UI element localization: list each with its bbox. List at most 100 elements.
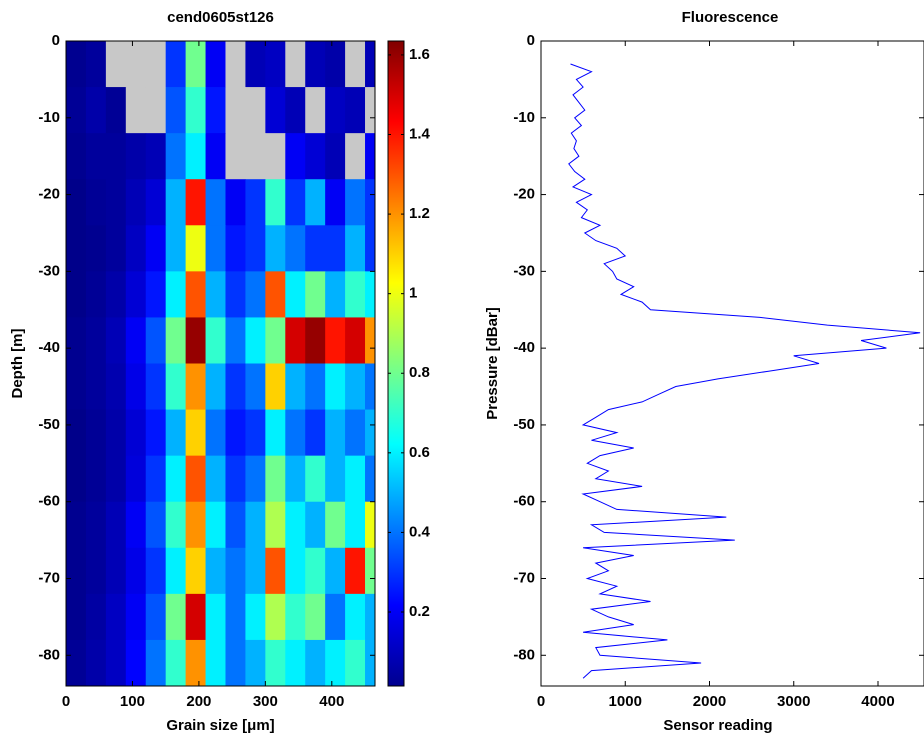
heat-cell xyxy=(185,409,207,457)
x-tick-label: 0 xyxy=(62,693,70,710)
heat-cell xyxy=(305,593,326,641)
heat-cell xyxy=(145,133,167,180)
heat-cell xyxy=(66,547,87,595)
heat-cell xyxy=(105,501,127,549)
heat-cell xyxy=(365,593,375,641)
heat-cell xyxy=(265,271,286,318)
heat-cell xyxy=(365,547,375,595)
heat-cell xyxy=(245,501,266,549)
heat-cell xyxy=(245,271,266,318)
heat-cell xyxy=(305,225,326,272)
heat-cell xyxy=(265,317,286,364)
heat-cell xyxy=(66,41,87,88)
y-tick-label: -70 xyxy=(38,569,60,586)
heat-cell xyxy=(85,363,107,411)
heat-cell xyxy=(305,501,326,549)
heat-cell xyxy=(305,455,326,503)
heat-cell xyxy=(365,133,375,180)
heat-cell xyxy=(205,87,226,134)
x-tick-label: 0 xyxy=(537,693,545,710)
heat-cell xyxy=(345,409,366,457)
heat-cell xyxy=(66,317,87,364)
y-tick-label: -50 xyxy=(38,416,60,433)
colorbar-tick-label: 0.2 xyxy=(409,603,430,620)
heat-cell xyxy=(85,133,107,180)
heat-cell xyxy=(225,547,246,595)
y-tick-label: -80 xyxy=(513,646,535,663)
heat-cell xyxy=(125,179,147,226)
heat-cell xyxy=(225,317,246,364)
heat-cell xyxy=(305,409,326,457)
x-tick-label: 2000 xyxy=(693,693,726,710)
nan-cell xyxy=(145,87,167,134)
x-tick-label: 100 xyxy=(120,693,145,710)
heat-cell xyxy=(265,501,286,549)
heat-cell xyxy=(325,271,346,318)
heat-cell xyxy=(105,179,127,226)
heat-cell xyxy=(85,455,107,503)
heat-cell xyxy=(245,363,266,411)
y-tick-label: -50 xyxy=(513,416,535,433)
y-tick-label: -20 xyxy=(38,186,60,203)
y-axis-label: Depth [m] xyxy=(9,329,26,399)
heat-cell xyxy=(105,225,127,272)
heat-cell xyxy=(105,409,127,457)
heat-cell xyxy=(105,133,127,180)
nan-cell xyxy=(225,133,246,180)
heat-cell xyxy=(225,593,246,641)
heat-cell xyxy=(285,271,306,318)
heat-cell xyxy=(145,271,167,318)
heat-cell xyxy=(205,179,226,226)
heat-cell xyxy=(345,317,366,364)
nan-cell xyxy=(305,87,326,134)
heat-cell xyxy=(365,409,375,457)
colorbar-tick-label: 0.8 xyxy=(409,364,430,381)
heat-cell xyxy=(225,455,246,503)
colorbar-tick-label: 0.6 xyxy=(409,444,430,461)
heat-cell xyxy=(66,133,87,180)
heat-cell xyxy=(66,87,87,134)
heat-cell xyxy=(165,317,187,364)
heat-cell xyxy=(285,547,306,595)
heat-cell xyxy=(225,179,246,226)
heat-cell xyxy=(85,87,107,134)
y-tick-label: -30 xyxy=(38,262,60,279)
heat-cell xyxy=(325,547,346,595)
heat-cell xyxy=(165,41,187,88)
heat-cell xyxy=(105,547,127,595)
heat-cell xyxy=(205,455,226,503)
x-tick-label: 200 xyxy=(186,693,211,710)
nan-cell xyxy=(125,41,147,88)
heat-cell xyxy=(185,317,207,364)
heat-cell xyxy=(165,271,187,318)
heat-cell xyxy=(205,133,226,180)
heat-cell xyxy=(125,271,147,318)
heat-cell xyxy=(245,225,266,272)
heat-cell xyxy=(305,271,326,318)
colorbar-tick-label: 1.2 xyxy=(409,205,430,222)
y-tick-label: 0 xyxy=(527,32,535,49)
heat-cell xyxy=(345,547,366,595)
heat-cell xyxy=(365,317,375,364)
x-tick-label: 400 xyxy=(319,693,344,710)
heat-cell xyxy=(345,455,366,503)
x-tick-label: 1000 xyxy=(609,693,642,710)
nan-cell xyxy=(105,41,127,88)
heat-cell xyxy=(305,547,326,595)
y-tick-label: -70 xyxy=(513,569,535,586)
heat-cell xyxy=(245,317,266,364)
heat-cell xyxy=(285,409,306,457)
nan-cell xyxy=(225,87,246,134)
y-tick-label: -60 xyxy=(38,493,60,510)
heat-cell xyxy=(145,501,167,549)
heat-cell xyxy=(285,87,306,134)
heat-cell xyxy=(165,455,187,503)
heat-cell xyxy=(325,501,346,549)
heat-cell xyxy=(245,639,266,686)
heat-cell xyxy=(325,225,346,272)
heat-cell xyxy=(105,87,127,134)
heat-cell xyxy=(305,41,326,88)
heat-cell xyxy=(345,501,366,549)
heat-cell xyxy=(66,501,87,549)
